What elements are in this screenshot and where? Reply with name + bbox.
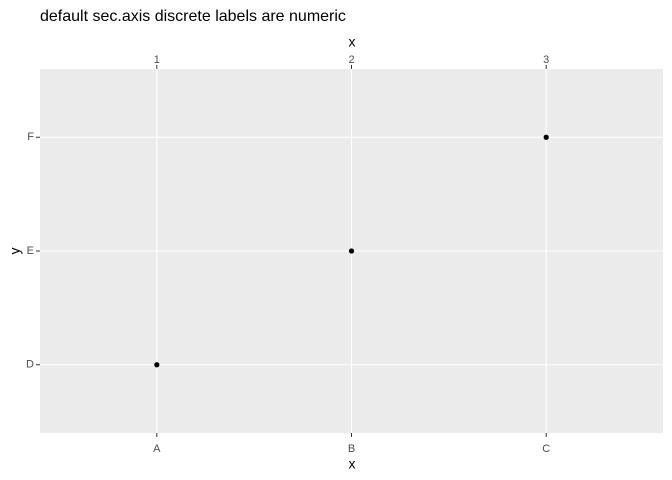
x-axis-title: x	[349, 456, 356, 472]
y-tick-label: D	[26, 359, 34, 371]
x-tick-label: A	[153, 443, 161, 455]
point	[543, 134, 549, 140]
x2-axis-title: x	[349, 34, 356, 50]
y-axis-title: y	[7, 248, 23, 255]
point	[348, 248, 355, 254]
x-tick-label: C	[542, 443, 550, 455]
x-tick-label: B	[348, 443, 355, 455]
x2-tick-label: 2	[348, 54, 354, 66]
y-tick-label: F	[27, 131, 34, 143]
chart-title: default sec.axis discrete labels are num…	[40, 8, 346, 25]
y-tick-label: E	[27, 245, 34, 257]
x2-tick-label: 1	[154, 54, 160, 66]
point	[154, 362, 160, 368]
x2-tick-label: 3	[543, 54, 549, 66]
